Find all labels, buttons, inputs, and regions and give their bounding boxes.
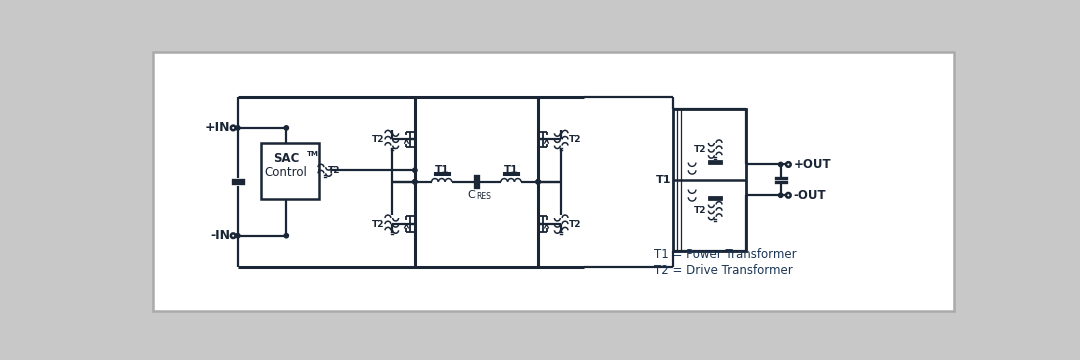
Bar: [261, 143, 319, 199]
Circle shape: [231, 126, 235, 130]
Circle shape: [779, 162, 783, 167]
Text: T2: T2: [372, 220, 384, 229]
Text: T1: T1: [504, 165, 518, 175]
Circle shape: [413, 180, 417, 184]
Text: T1 = Power Transformer: T1 = Power Transformer: [653, 248, 796, 261]
Text: RES: RES: [476, 192, 491, 201]
Circle shape: [284, 126, 288, 130]
Circle shape: [536, 180, 540, 184]
Text: -IN: -IN: [211, 229, 230, 242]
Text: C: C: [468, 190, 475, 200]
Circle shape: [235, 234, 240, 238]
Text: T1: T1: [656, 175, 672, 185]
Bar: [673, 109, 746, 251]
Circle shape: [786, 162, 791, 167]
Text: Control: Control: [265, 166, 308, 179]
Text: SAC: SAC: [273, 152, 299, 165]
Text: TM: TM: [307, 151, 319, 157]
Text: T2: T2: [569, 220, 581, 229]
Text: T2: T2: [372, 135, 384, 144]
Circle shape: [231, 233, 235, 238]
Text: T2: T2: [328, 166, 340, 175]
Circle shape: [413, 180, 417, 184]
Text: T1: T1: [434, 165, 449, 175]
Text: -OUT: -OUT: [794, 189, 826, 202]
Text: +OUT: +OUT: [794, 158, 832, 171]
Circle shape: [284, 234, 288, 238]
Circle shape: [235, 126, 240, 130]
Circle shape: [413, 168, 417, 172]
Text: T2 = Drive Transformer: T2 = Drive Transformer: [653, 264, 793, 277]
Circle shape: [786, 193, 791, 198]
Text: +IN: +IN: [204, 121, 230, 134]
Text: T2: T2: [693, 206, 706, 215]
Circle shape: [779, 193, 783, 197]
Text: T2: T2: [569, 135, 581, 144]
Text: T2: T2: [693, 145, 706, 154]
Circle shape: [536, 180, 540, 184]
